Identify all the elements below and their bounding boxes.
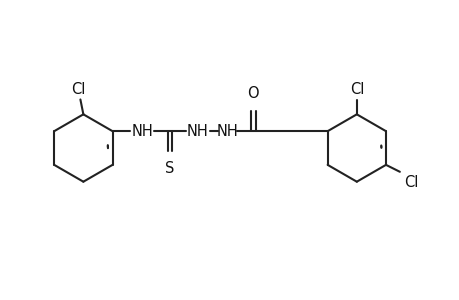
Text: NH: NH [216,124,238,139]
Text: NH: NH [186,124,208,139]
Text: S: S [165,161,174,176]
Text: Cl: Cl [403,175,417,190]
Text: Cl: Cl [349,82,363,97]
Text: O: O [247,86,258,101]
Text: NH: NH [131,124,153,139]
Text: Cl: Cl [71,82,85,97]
